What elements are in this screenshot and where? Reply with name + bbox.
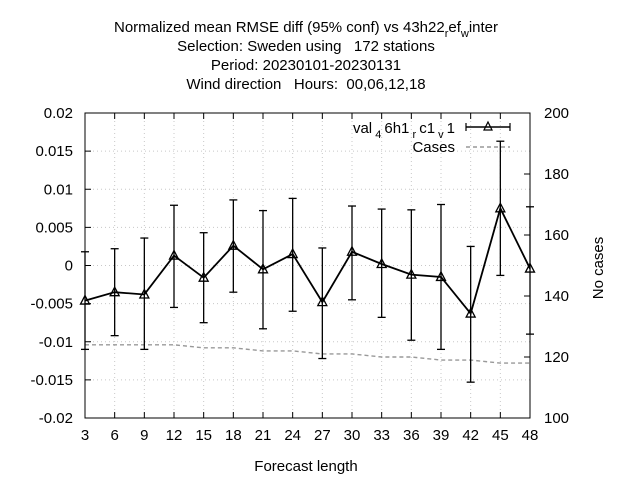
- data-point: [346, 245, 358, 256]
- x-tick-label: 18: [225, 427, 242, 444]
- grid-layer: [85, 113, 530, 418]
- y2-tick-label: 200: [544, 105, 569, 122]
- x-tick-label: 21: [255, 427, 272, 444]
- data-point: [376, 257, 388, 269]
- x-tick-label: 15: [195, 427, 212, 444]
- y-tick-label: 0.005: [35, 219, 73, 236]
- axis-ticks: 3 6 9 12 15 18 21 24 27 30 33 36 39 42 45 480.020.0150.…: [30, 105, 569, 444]
- y2-tick-label: 160: [544, 227, 569, 244]
- legend: val 4 6h1 r c1 v 1 Cases: [353, 120, 511, 156]
- x-tick-label: 27: [314, 427, 331, 444]
- x-tick-label: 42: [462, 427, 479, 444]
- y-tick-label: -0.015: [30, 372, 73, 389]
- y2-tick-label: 120: [544, 349, 569, 366]
- y-tick-label: 0.01: [44, 181, 73, 198]
- cases-series: [85, 344, 530, 364]
- y-tick-label: -0.02: [39, 410, 73, 427]
- data-point: [109, 285, 121, 297]
- x-tick-label: 6: [110, 427, 118, 444]
- data-point: [435, 270, 447, 282]
- x-tick-label: 30: [344, 427, 361, 444]
- y-tick-label: 0: [65, 258, 73, 275]
- y2-axis-label: No cases: [590, 237, 607, 300]
- chart-title-line-2: Selection: Sweden using 172 stations: [177, 38, 435, 55]
- x-tick-label: 9: [140, 427, 148, 444]
- y2-tick-label: 140: [544, 288, 569, 305]
- data-point: [257, 262, 269, 274]
- x-tick-label: 12: [166, 427, 183, 444]
- legend-marker-main: [483, 120, 493, 131]
- y-tick-label: 0.015: [35, 143, 73, 160]
- x-tick-label: 24: [284, 427, 301, 444]
- data-point: [227, 239, 239, 250]
- data-point: [494, 201, 506, 213]
- data-point: [405, 268, 417, 279]
- plot-frame: [84, 112, 531, 419]
- cases-line: [85, 344, 530, 364]
- x-tick-label: 48: [522, 427, 539, 444]
- chart-title-line-4: Wind direction Hours: 00,06,12,18: [186, 76, 425, 93]
- y2-tick-label: 180: [544, 166, 569, 183]
- data-point: [316, 295, 328, 307]
- data-point: [287, 247, 299, 259]
- legend-label-cases: Cases: [412, 139, 455, 156]
- data-point: [168, 249, 180, 260]
- y2-tick-label: 100: [544, 410, 569, 427]
- x-tick-label: 33: [373, 427, 390, 444]
- y-tick-label: -0.01: [39, 334, 73, 351]
- data-point: [138, 288, 150, 299]
- chart-title-line-1: Normalized mean RMSE diff (95% conf) vs …: [114, 19, 498, 40]
- x-tick-label: 36: [403, 427, 420, 444]
- data-point: [198, 271, 210, 282]
- main-series: [79, 140, 536, 383]
- x-tick-label: 3: [81, 427, 89, 444]
- x-tick-label: 39: [433, 427, 450, 444]
- x-tick-label: 45: [492, 427, 509, 444]
- data-point: [465, 307, 477, 318]
- chart-title-line-3: Period: 20230101-20230131: [211, 57, 401, 74]
- legend-label-main: val 4 6h1 r c1 v 1: [353, 120, 455, 141]
- y-tick-label: -0.005: [30, 296, 73, 313]
- main-line: [84, 205, 531, 316]
- x-axis-label: Forecast length: [254, 458, 357, 475]
- y-tick-label: 0.02: [44, 105, 73, 122]
